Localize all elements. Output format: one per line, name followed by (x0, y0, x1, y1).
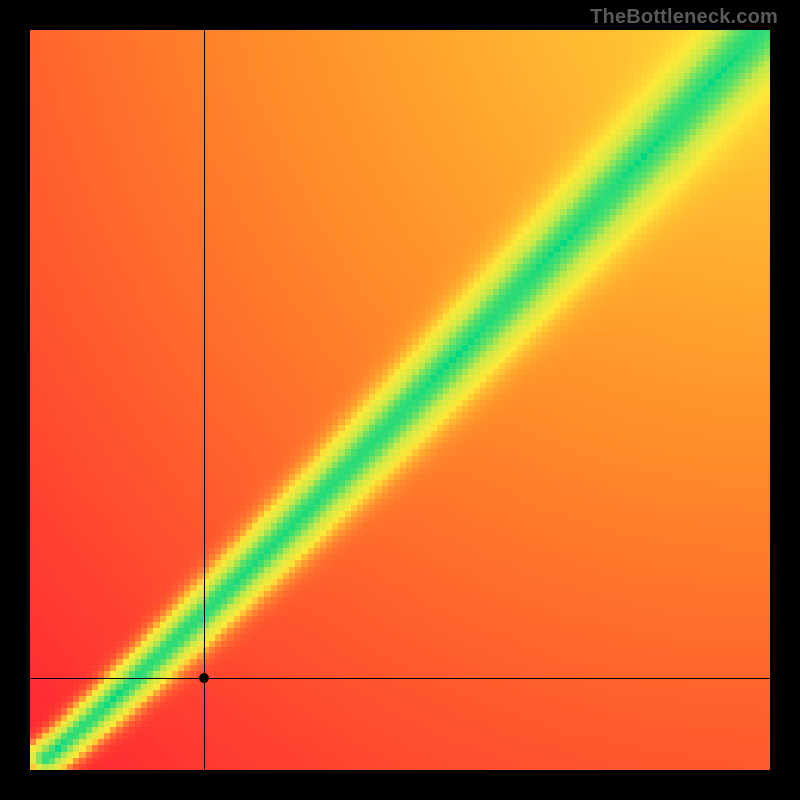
crosshair-horizontal (30, 678, 770, 679)
chart-frame: TheBottleneck.com (0, 0, 800, 800)
watermark-text: TheBottleneck.com (590, 6, 778, 29)
heatmap-canvas (30, 30, 770, 770)
crosshair-vertical (204, 30, 205, 770)
crosshair-marker (199, 673, 209, 683)
plot-area (30, 30, 770, 770)
